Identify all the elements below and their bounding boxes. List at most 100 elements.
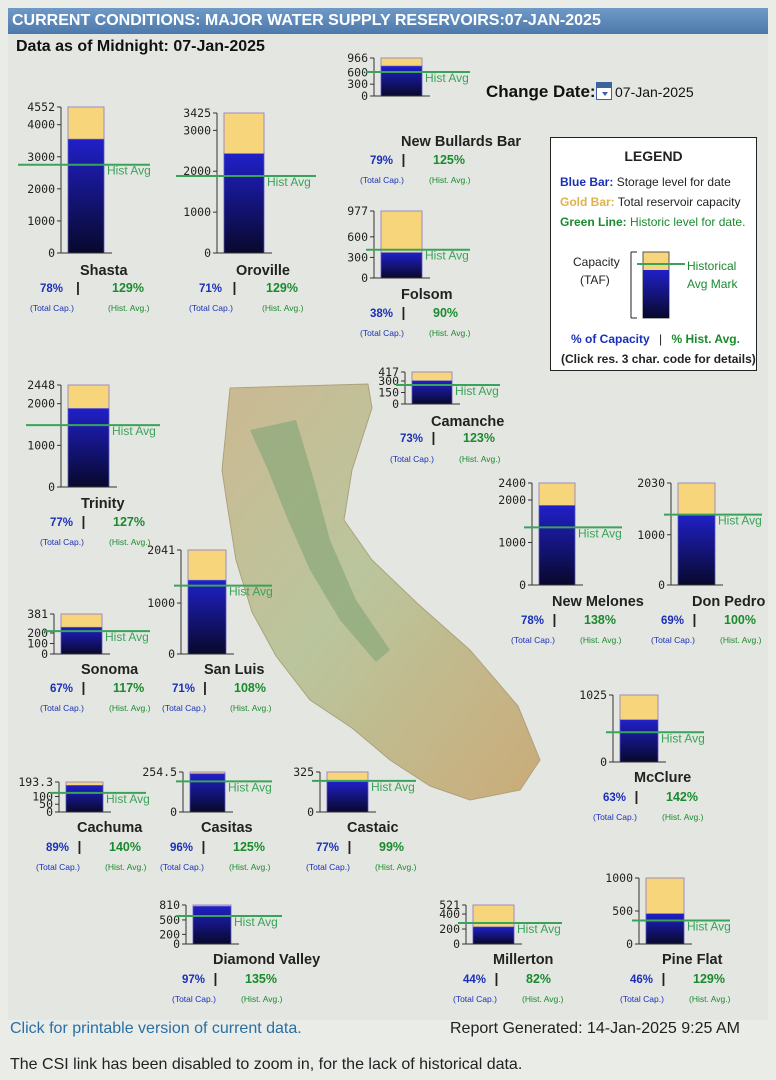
castaic-tick-label: 0 [307,805,314,819]
millerton-hist-avg-caption: (Hist. Avg.) [522,994,564,1004]
shasta-tick-label: 2000 [27,182,55,196]
report-generated-label: Report Generated: 14-Jan-2025 9:25 AM [450,1020,740,1037]
diamond-valley-hist-avg-caption: (Hist. Avg.) [241,994,283,1004]
central-valley [250,420,390,662]
folsom-tick-label: 0 [361,271,368,285]
diamond-valley-total-cap-caption: (Total Cap.) [172,994,216,1004]
don-pedro-storage-bar [677,514,716,586]
trinity-tick-label: 0 [48,480,55,494]
casitas-total-cap-caption: (Total Cap.) [160,862,204,872]
pine-flat-tick-label: 500 [612,904,633,918]
diamond-valley-tick-label: 0 [173,937,180,951]
don-pedro-pct-capacity: 69% [661,615,684,627]
new-melones-tick-label: 2000 [498,493,526,507]
cachuma-hist-avg-label: Hist Avg [106,792,150,806]
sonoma-tick-label: 0 [41,647,48,661]
oroville-pct-hist: 129% [266,281,298,295]
trinity-name: Trinity [81,496,125,512]
millerton-tick-label: 200 [439,922,460,936]
millerton-total-cap-caption: (Total Cap.) [453,994,497,1004]
camanche-pct-hist: 123% [463,431,495,445]
pine-flat-hist-avg-caption: (Hist. Avg.) [689,994,731,1004]
don-pedro-tick-label: 0 [658,578,665,592]
trinity-pct-separator: | [82,513,86,529]
new-melones-pct-separator: | [553,611,557,627]
oroville-tick-label: 0 [204,246,211,260]
legend-note: (Click res. 3 char. code for details) [561,352,756,366]
mcclure-total-cap-caption: (Total Cap.) [593,812,637,822]
mcclure-tick-label: 1025 [579,688,607,702]
cachuma-total-cap-caption: (Total Cap.) [36,862,80,872]
new-melones-tick-label: 0 [519,578,526,592]
don-pedro-hist-avg-label: Hist Avg [718,514,762,528]
millerton-tick-label: 521 [439,898,460,912]
new-bullards-bar-pct-hist: 125% [433,153,465,167]
shasta-name: Shasta [80,263,128,279]
sonoma-pct-capacity: 67% [50,683,73,695]
diamond-valley-pct-separator: | [214,970,218,986]
mcclure-tick-label: 0 [600,755,607,769]
shasta-pct-hist: 129% [112,281,144,295]
millerton-hist-avg-label: Hist Avg [517,922,561,936]
pine-flat-tick-label: 1000 [605,871,633,885]
trinity-tick-label: 1000 [27,438,55,452]
camanche-name: Camanche [431,414,504,430]
pine-flat-total-cap-caption: (Total Cap.) [620,994,664,1004]
new-bullards-bar-tick-label: 300 [347,77,368,91]
san-luis-total-cap-caption: (Total Cap.) [162,703,206,713]
shasta-total-cap-caption: (Total Cap.) [30,303,74,313]
cachuma-name: Cachuma [77,820,143,836]
new-melones-tick-label: 1000 [498,536,526,550]
trinity-tick-label: 2000 [27,397,55,411]
castaic-pct-separator: | [348,838,352,854]
san-luis-pct-separator: | [203,679,207,695]
millerton-tick-label: 400 [439,907,460,921]
castaic-tick-label: 325 [293,765,314,779]
legend-box: LEGEND Blue Bar: Storage level for date … [550,137,757,371]
diamond-valley-tick-label: 200 [159,927,180,941]
millerton-tick-label: 0 [453,937,460,951]
new-bullards-bar-tick-label: 966 [347,51,368,65]
new-bullards-bar-hist-avg-caption: (Hist. Avg.) [429,175,471,185]
camanche-pct-capacity: 73% [400,433,423,445]
trinity-pct-hist: 127% [113,515,145,529]
folsom-storage-bar [380,252,423,279]
millerton-storage-bar [472,926,515,945]
oroville-storage-bar [223,153,265,254]
trinity-storage-bar [67,408,110,488]
don-pedro-pct-hist: 100% [724,613,756,627]
shasta-tick-label: 4552 [27,100,55,114]
casitas-storage-bar [189,773,226,813]
camanche-total-cap-caption: (Total Cap.) [390,454,434,464]
trinity-hist-avg-caption: (Hist. Avg.) [109,537,151,547]
change-date-value[interactable]: 07-Jan-2025 [615,84,694,100]
cachuma-pct-separator: | [78,838,82,854]
printable-version-link[interactable]: Click for printable version of current d… [10,1020,302,1037]
legend-taf-label: (TAF) [580,273,610,287]
folsom-pct-hist: 90% [433,306,458,320]
don-pedro-name: Don Pedro [692,594,765,610]
new-bullards-bar-name: New Bullards Bar [401,134,521,150]
data-as-of-label: Data as of Midnight: 07-Jan-2025 [16,38,265,55]
san-luis-hist-avg-label: Hist Avg [229,585,273,599]
calendar-icon[interactable] [596,82,612,100]
oroville-total-cap-caption: (Total Cap.) [189,303,233,313]
legend-pct-capacity: % of Capacity [571,332,650,346]
mcclure-pct-separator: | [635,788,639,804]
shasta-pct-capacity: 78% [40,283,63,295]
trinity-hist-avg-label: Hist Avg [112,424,156,438]
shasta-hist-avg-label: Hist Avg [107,164,151,178]
folsom-tick-label: 300 [347,250,368,264]
don-pedro-total-cap-caption: (Total Cap.) [651,635,695,645]
casitas-hist-avg-caption: (Hist. Avg.) [229,862,271,872]
new-bullards-bar-tick-label: 600 [347,65,368,79]
oroville-hist-avg-caption: (Hist. Avg.) [262,303,304,313]
shasta-storage-bar [67,138,105,254]
folsom-tick-label: 977 [347,204,368,218]
pine-flat-pct-hist: 129% [693,972,725,986]
legend-green-key: Green Line: [560,215,627,229]
oroville-pct-capacity: 71% [199,283,222,295]
new-melones-hist-avg-caption: (Hist. Avg.) [580,635,622,645]
trinity-pct-capacity: 77% [50,517,73,529]
